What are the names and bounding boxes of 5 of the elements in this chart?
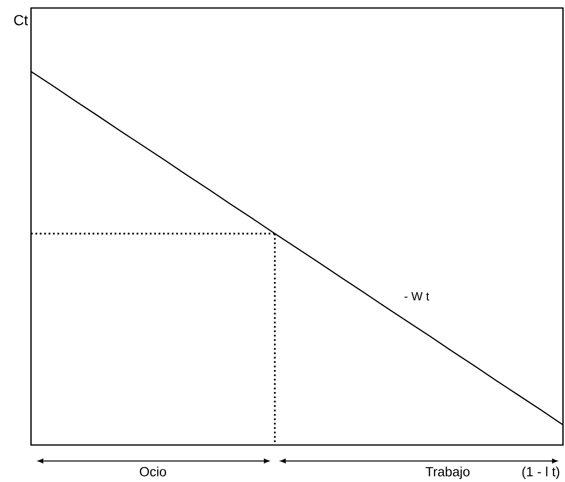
text: Ocio [140, 466, 166, 476]
y-axis-title: Ct [14, 14, 28, 26]
text: Trabajo [426, 466, 470, 480]
text: (1 - l t) [522, 466, 560, 480]
annotation: - W t [404, 292, 430, 300]
